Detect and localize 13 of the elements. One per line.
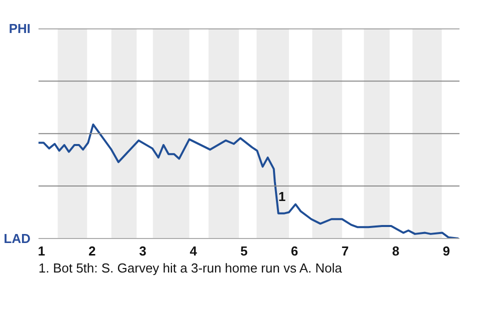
x-tick-label: 1 (38, 244, 46, 258)
x-tick-label: 8 (392, 244, 400, 258)
x-tick-label: 5 (240, 244, 248, 258)
x-tick-label: 9 (442, 244, 450, 258)
x-tick-label: 2 (88, 244, 96, 258)
x-tick-label: 6 (290, 244, 298, 258)
text: 1. Bot 5th: S. Garvey hit a 3-run home run vs A. Nola (38, 260, 343, 276)
x-tick-label: 4 (190, 244, 198, 258)
text: LAD (4, 231, 30, 246)
x-tick-label: 7 (342, 244, 349, 258)
annotation: 1 (278, 188, 286, 204)
x-tick-label: 3 (139, 244, 146, 258)
text: PHI (8, 21, 30, 36)
